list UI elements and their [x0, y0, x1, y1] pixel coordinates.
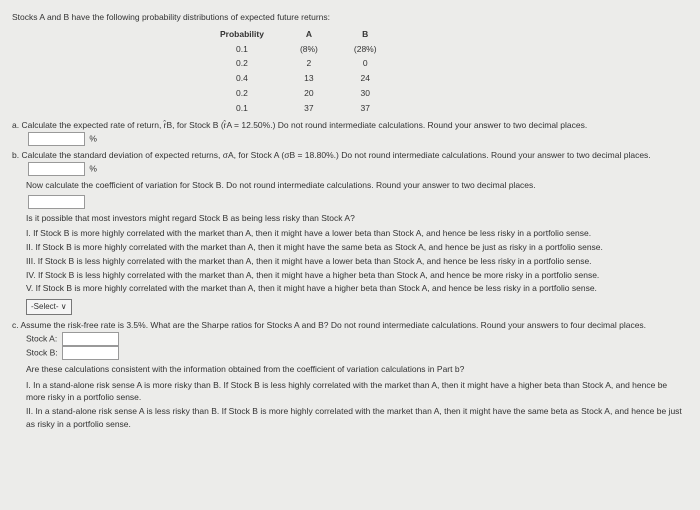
stock-a-label: Stock A:: [26, 333, 57, 343]
option2-ii: II. In a stand-alone risk sense A is les…: [26, 405, 688, 431]
question-c: c. Assume the risk-free rate is 3.5%. Wh…: [12, 320, 646, 330]
answer-input-stock-b[interactable]: [62, 346, 119, 360]
option-v: V. If Stock B is more highly correlated …: [26, 282, 688, 295]
answer-input-cv[interactable]: [28, 195, 85, 209]
option-i: I. If Stock B is more highly correlated …: [26, 227, 688, 240]
col-header-a: A: [282, 27, 336, 42]
stock-b-label: Stock B:: [26, 347, 58, 357]
answer-input-b[interactable]: [28, 162, 85, 176]
option2-i: I. In a stand-alone risk sense A is more…: [26, 379, 688, 405]
table-row: 0.1(8%)(28%): [202, 42, 395, 57]
answer-input-a[interactable]: [28, 132, 85, 146]
consistency-question: Are these calculations consistent with t…: [26, 363, 688, 376]
chevron-down-icon: ∨: [61, 302, 67, 311]
col-header-probability: Probability: [202, 27, 282, 42]
select-dropdown[interactable]: -Select- ∨: [26, 299, 72, 315]
option-iii: III. If Stock B is less highly correlate…: [26, 255, 688, 268]
option-ii: II. If Stock B is more highly correlated…: [26, 241, 688, 254]
answer-input-stock-a[interactable]: [62, 332, 119, 346]
table-row: 0.22030: [202, 86, 395, 101]
cv-instruction: Now calculate the coefficient of variati…: [26, 179, 688, 192]
question-a: a. Calculate the expected rate of return…: [12, 120, 587, 130]
table-row: 0.13737: [202, 101, 395, 116]
table-row: 0.220: [202, 56, 395, 71]
unit-percent: %: [89, 133, 97, 143]
col-header-b: B: [336, 27, 395, 42]
risk-question: Is it possible that most investors might…: [26, 212, 688, 225]
distribution-table: Probability A B 0.1(8%)(28%) 0.220 0.413…: [202, 27, 688, 116]
question-b: b. Calculate the standard deviation of e…: [12, 150, 651, 160]
unit-percent: %: [89, 163, 97, 173]
table-row: 0.41324: [202, 71, 395, 86]
select-label: -Select-: [31, 302, 59, 311]
intro-text: Stocks A and B have the following probab…: [12, 11, 688, 24]
option-iv: IV. If Stock B is less highly correlated…: [26, 269, 688, 282]
